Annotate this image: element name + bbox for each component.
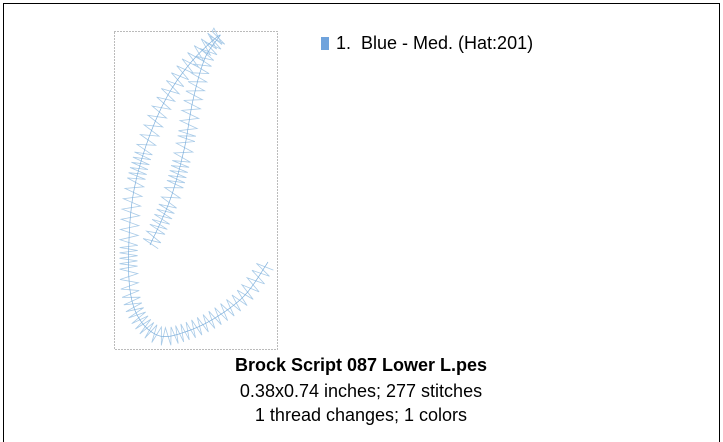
run-stitch — [128, 34, 269, 337]
design-title: Brock Script 087 Lower L.pes — [235, 355, 487, 375]
thread-legend: 1. Blue - Med. (Hat:201) — [321, 33, 533, 53]
thread-swatch — [321, 37, 329, 50]
thread-label: 1. Blue - Med. (Hat:201) — [336, 33, 533, 53]
design-frame — [114, 31, 278, 350]
design-thread-info: 1 thread changes; 1 colors — [255, 405, 467, 425]
design-size: 0.38x0.74 inches; 277 stitches — [240, 381, 482, 401]
stitch-layer — [118, 27, 274, 346]
satin-stitches — [118, 27, 274, 346]
card-border — [3, 3, 720, 442]
